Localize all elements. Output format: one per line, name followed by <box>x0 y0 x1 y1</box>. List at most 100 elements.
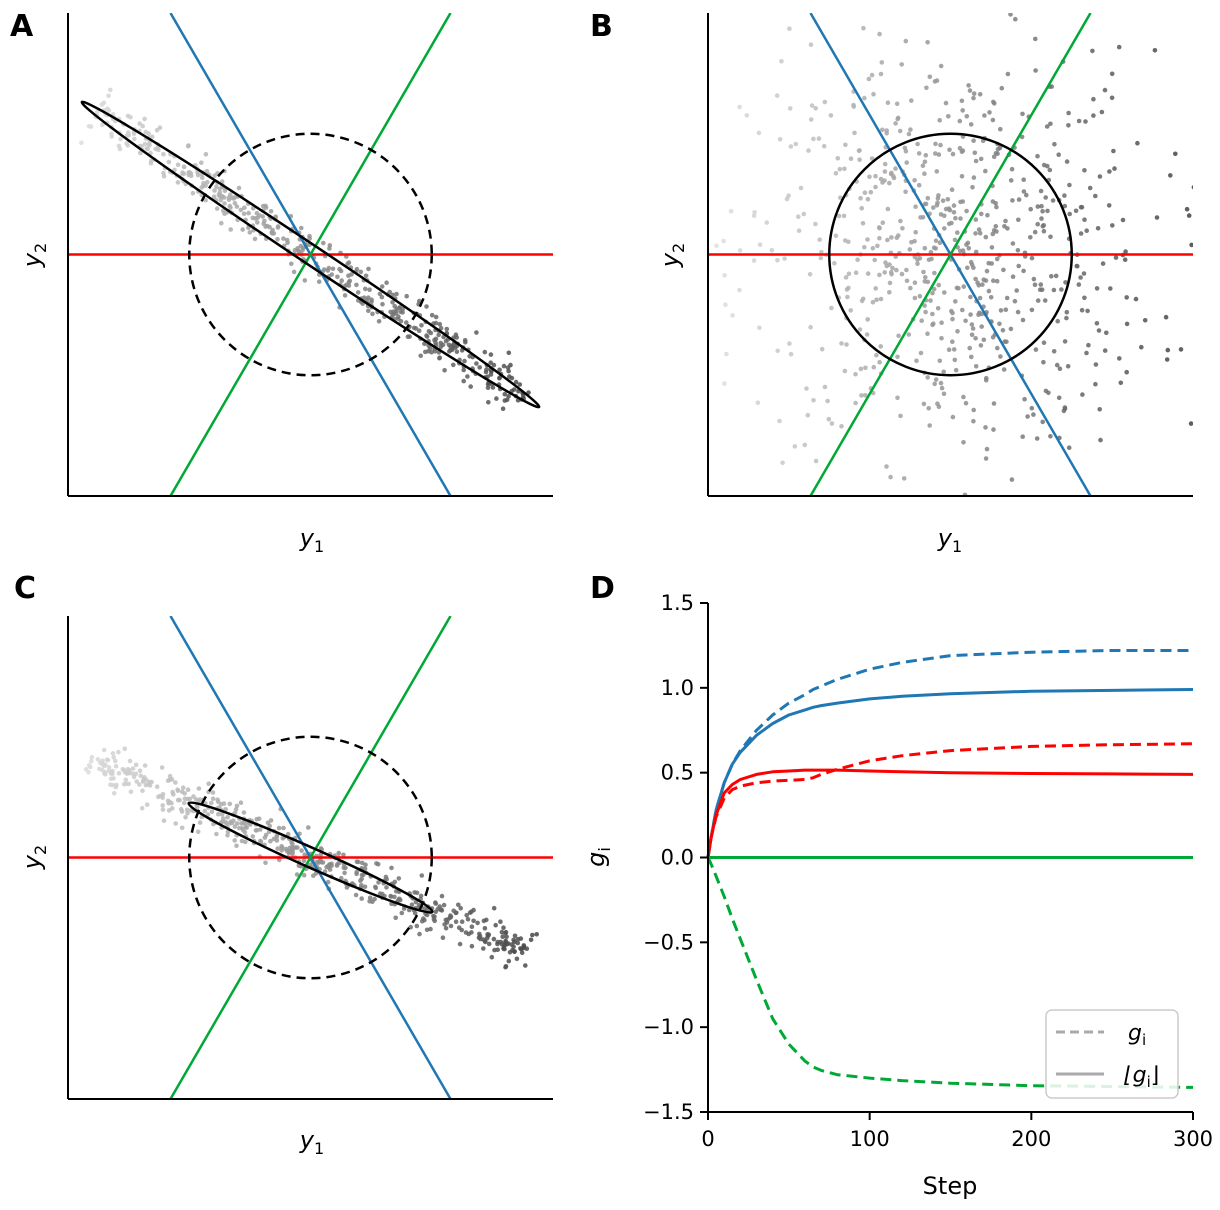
a-scatter-point <box>370 311 375 317</box>
b-scatter-point <box>798 185 804 191</box>
a-scatter-point <box>485 382 491 387</box>
b-scatter-point <box>1057 366 1063 372</box>
b-scatter-point <box>813 458 819 464</box>
c-scatter-point <box>393 889 399 894</box>
c-scatter-point <box>111 776 116 781</box>
b-scatter-point <box>1173 151 1178 157</box>
b-scatter-point <box>787 106 793 111</box>
b-scatter-point <box>971 175 977 180</box>
c-scatter-point <box>459 919 465 924</box>
c-scatter-point <box>489 954 495 960</box>
b-scatter-point <box>813 106 818 111</box>
a-scatter-point <box>228 227 233 232</box>
b-scatter-point <box>1035 153 1040 159</box>
c-scatter-point <box>499 929 505 935</box>
b-scatter-point <box>975 280 980 286</box>
b-scatter-point <box>953 299 958 304</box>
panel-letter-a: A <box>10 9 34 44</box>
b-scatter-point <box>866 76 872 82</box>
b-scatter-point <box>828 113 834 118</box>
b-scatter-point <box>984 375 989 381</box>
b-scatter-point <box>1168 173 1173 178</box>
b-scatter-point <box>928 298 933 303</box>
a-scatter-point <box>212 188 217 193</box>
b-scatter-point <box>841 213 847 219</box>
b-scatter-point <box>843 142 848 148</box>
b-scatter-point <box>1003 307 1009 313</box>
b-scatter-point <box>1078 204 1084 210</box>
b-scatter-point <box>1001 367 1007 372</box>
c-scatter-point <box>493 922 499 928</box>
c-scatter-point <box>182 791 187 796</box>
c-scatter-point <box>443 925 449 931</box>
a-scatter-point <box>474 361 479 366</box>
b-scatter-point <box>1010 274 1016 280</box>
b-scatter-point <box>822 384 828 390</box>
b-scatter-point <box>1133 296 1139 302</box>
a-scatter-point <box>307 236 312 241</box>
b-scatter-point <box>878 296 884 302</box>
a-scatter-point <box>461 367 467 373</box>
b-scatter-point <box>1080 392 1085 397</box>
c-scatter-point <box>320 860 326 865</box>
c-scatter-point <box>469 930 474 935</box>
c-scatter-point <box>363 862 368 867</box>
b-scatter-point <box>894 235 900 240</box>
b-scatter-point <box>1029 307 1035 313</box>
c-scatter-point <box>170 789 175 795</box>
c-scatter-point <box>165 798 171 804</box>
b-scatter-point <box>901 476 907 481</box>
b-scatter-point <box>1042 298 1048 303</box>
b-scatter-point <box>916 151 922 156</box>
c-scatter-point <box>478 936 483 942</box>
b-scatter-point <box>1050 198 1056 203</box>
b-scatter-point <box>890 265 895 271</box>
a-scatter-point <box>517 382 523 387</box>
a-scatter-point <box>186 143 191 148</box>
b-scatter-point <box>933 151 938 156</box>
b-scatter-point <box>1085 308 1090 314</box>
b-scatter-point <box>997 146 1002 151</box>
a-scatter-point <box>219 220 224 226</box>
c-scatter-point <box>194 803 200 809</box>
b-scatter-point <box>1056 395 1062 401</box>
b-scatter-point <box>654 229 659 234</box>
panel-a-lines <box>68 13 553 496</box>
b-scatter-point <box>1186 213 1192 218</box>
c-scatter-point <box>149 779 154 785</box>
b-scatter-point <box>1109 71 1115 77</box>
c-scatter-point <box>180 785 186 790</box>
b-scatter-point <box>737 248 743 253</box>
a-scatter-point <box>453 332 459 338</box>
a-scatter-point <box>254 210 260 216</box>
c-scatter-point <box>185 787 191 792</box>
a-scatter-point <box>380 301 385 307</box>
b-scatter-point <box>1040 419 1045 425</box>
b-scatter-point <box>821 143 827 149</box>
a-scatter-point <box>366 308 371 314</box>
panel-letter-c: C <box>14 571 36 606</box>
b-scatter-point <box>859 393 864 398</box>
c-scatter-point <box>256 816 262 821</box>
b-scatter-point <box>1066 445 1072 451</box>
c-scatter-point <box>271 836 277 842</box>
panel-d-series-green-dashed <box>706 856 1194 1089</box>
c-scatter-point <box>110 751 116 756</box>
b-scatter-point <box>777 137 783 142</box>
b-scatter-point <box>946 114 951 119</box>
panel-letter-b: B <box>590 9 613 44</box>
b-scatter-point <box>902 568 907 573</box>
b-scatter-point <box>808 324 813 330</box>
b-scatter-point <box>924 85 929 91</box>
c-scatter-point <box>486 941 492 947</box>
b-scatter-point <box>985 212 990 218</box>
b-scatter-point <box>660 150 665 155</box>
c-scatter-point <box>414 923 420 929</box>
b-scatter-point <box>1022 396 1027 402</box>
c-scatter-point <box>197 797 203 802</box>
b-scatter-point <box>1093 193 1098 199</box>
c-scatter-point <box>232 838 237 843</box>
b-scatter-point <box>899 271 905 277</box>
c-scatter-point <box>165 778 171 783</box>
c-scatter-point <box>454 910 459 915</box>
